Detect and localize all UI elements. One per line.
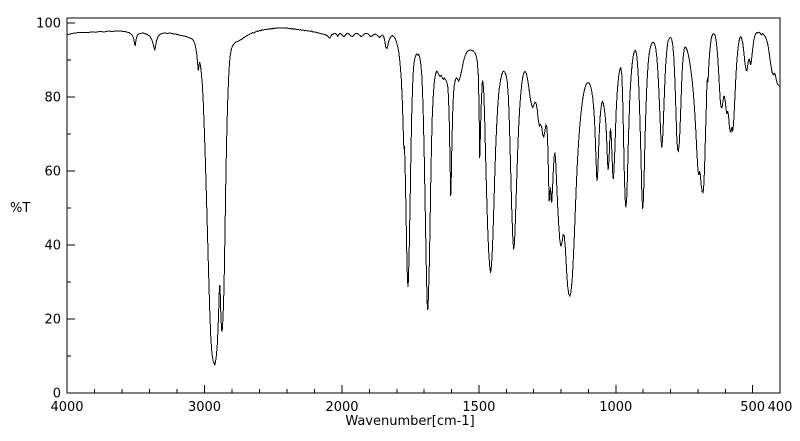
x-tick-label: 1500 — [462, 400, 495, 415]
y-tick-label: 100 — [36, 17, 61, 32]
y-tick-label: 20 — [44, 313, 61, 328]
y-tick-label: 40 — [44, 239, 61, 254]
y-tick-label: 60 — [44, 165, 61, 180]
plot-frame — [66, 17, 781, 394]
x-tick-label: 2000 — [325, 400, 358, 415]
x-tick-label: 1000 — [599, 400, 632, 415]
spectrum-curve — [66, 27, 780, 367]
x-tick-label: 500 — [740, 400, 765, 415]
y-tick-label: 80 — [44, 91, 61, 106]
x-tick-label: 400 — [768, 400, 793, 415]
x-tick-label: 3000 — [188, 400, 221, 415]
y-axis-title: %T — [10, 201, 31, 216]
x-axis-title: Wavenumber[cm-1] — [345, 414, 475, 429]
y-tick-label: 0 — [53, 387, 61, 402]
x-tick-label: 4000 — [50, 400, 83, 415]
